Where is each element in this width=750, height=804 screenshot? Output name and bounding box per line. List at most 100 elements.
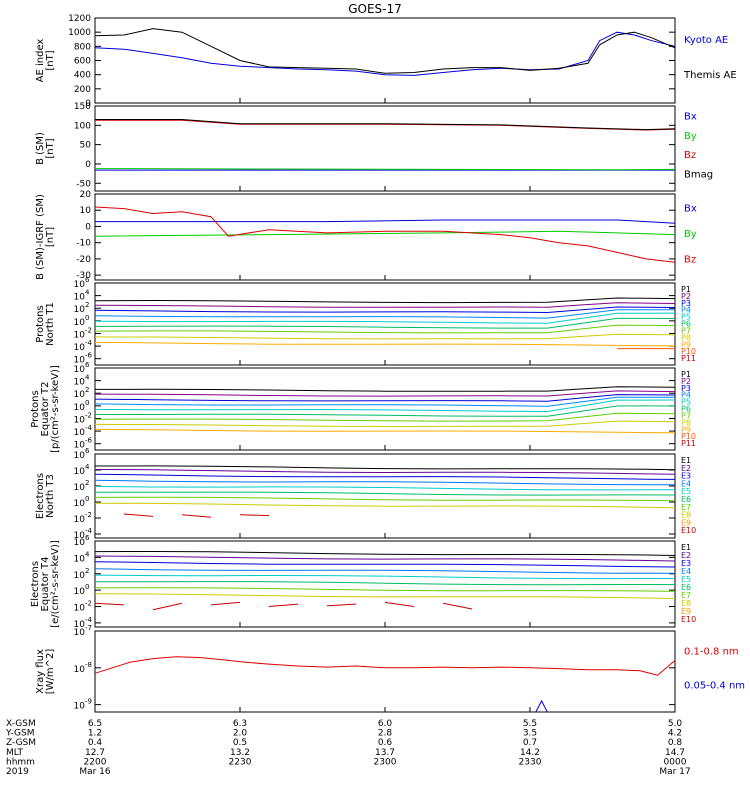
ae-legend-item: Kyoto AE bbox=[684, 35, 728, 46]
axis-table-value: 2.0 bbox=[233, 729, 248, 739]
bigrf-series-bx bbox=[95, 219, 676, 224]
prot_e-tick-label-exp: 2 bbox=[85, 386, 89, 394]
elec_n-channel-5 bbox=[94, 486, 676, 491]
elec_n-channel-7 bbox=[94, 496, 676, 502]
bigrf-legend-item: By bbox=[684, 229, 697, 240]
elec_n-channel-e9-segment bbox=[123, 513, 154, 517]
elec_n-tick-label: 10 bbox=[74, 467, 86, 477]
prot_e-tick-label: 10 bbox=[74, 428, 86, 438]
prot_e-channel-1 bbox=[94, 386, 676, 392]
elec_e-channel-6 bbox=[95, 581, 676, 586]
ae-tick-label: 1000 bbox=[68, 28, 91, 38]
elec_n-tick-label-exp: 6 bbox=[85, 447, 90, 455]
bsm-tick-label: 0 bbox=[85, 160, 91, 170]
prot_n-tick-label: 10 bbox=[74, 280, 86, 290]
prot_e-legend-item: P7 bbox=[681, 411, 691, 420]
prot_n-legend-item: P10 bbox=[681, 347, 696, 356]
prot_e-tick-label-exp: 0 bbox=[85, 399, 89, 407]
elec_n-channel-2 bbox=[94, 469, 676, 475]
xray-tick-label-exp: -9 bbox=[85, 698, 92, 706]
axis-table-value: 0.5 bbox=[233, 738, 247, 748]
elec_n-legend-item: E3 bbox=[681, 472, 691, 481]
prot_n-channel-6 bbox=[94, 317, 676, 329]
prot_e-frame bbox=[94, 367, 676, 451]
elec_e-tick-label-exp: 0 bbox=[85, 583, 89, 591]
prot_e-legend-item: P9 bbox=[681, 425, 691, 434]
elec_e-channel-e9-segment bbox=[210, 601, 241, 606]
prot_n-tick-label: 10 bbox=[74, 293, 86, 303]
prot_e-ylabel: [p/(cm²-s-sr-keV)] bbox=[50, 365, 61, 453]
ae-legend-item: Themis AE bbox=[683, 70, 737, 81]
prot_e-channel-8 bbox=[94, 420, 676, 428]
elec_e-channel-e9-segment bbox=[442, 602, 473, 610]
elec_n-tick-label: 10 bbox=[74, 531, 86, 541]
prot_e-channel-6 bbox=[95, 405, 676, 417]
bigrf-ylabel: [nT] bbox=[45, 227, 56, 247]
axis-table-value: 1.2 bbox=[88, 729, 102, 739]
bigrf-tick-label: 0 bbox=[85, 222, 91, 232]
xray-ylabel: [W/m^2] bbox=[45, 649, 56, 695]
prot_n-legend-item: P6 bbox=[681, 320, 691, 329]
xray-ylabel: Xray flux bbox=[35, 649, 46, 694]
axis-table-value: 14.2 bbox=[520, 748, 540, 758]
elec_n-tick-label-exp: -2 bbox=[85, 511, 92, 519]
elec_e-channel-5 bbox=[94, 574, 676, 580]
prot_e-channel-5 bbox=[94, 399, 676, 413]
elec_e-legend-item: E6 bbox=[681, 583, 691, 592]
elec_n-legend-item: E7 bbox=[681, 503, 691, 512]
elec_n-legend-item: E5 bbox=[681, 487, 691, 496]
axis-table-value: 13.7 bbox=[375, 748, 395, 758]
elec_n-channel-1 bbox=[94, 465, 676, 471]
axis-table-value: 2200 bbox=[84, 757, 107, 767]
axis-table-value: 6.3 bbox=[233, 719, 247, 729]
prot_e-tick-label: 10 bbox=[74, 403, 86, 413]
plot-title: GOES-17 bbox=[348, 2, 402, 16]
elec_e-tick-label-exp: 4 bbox=[85, 550, 90, 558]
xray-tick-label: 10 bbox=[74, 702, 86, 712]
prot_e-ylabel: Protons bbox=[30, 390, 41, 427]
prot_e-legend-item: P6 bbox=[681, 405, 691, 414]
xray-legend-item: 0.1-0.8 nm bbox=[684, 647, 739, 658]
axis-table-value: 0000 bbox=[664, 757, 687, 767]
axis-table-value: 14.7 bbox=[665, 748, 685, 758]
prot_n-tick-label-exp: -6 bbox=[85, 352, 93, 360]
bsm-tick-label: 50 bbox=[80, 141, 92, 151]
prot_e-legend-item: P5 bbox=[681, 398, 691, 407]
prot_n-legend-item: P1 bbox=[681, 285, 691, 294]
ae-tick-label: 400 bbox=[74, 71, 91, 81]
elec_n-channel-6 bbox=[95, 491, 676, 496]
prot_n-channel-5 bbox=[94, 312, 676, 324]
axis-table-label: MLT bbox=[6, 748, 24, 758]
ae-tick-label: 800 bbox=[74, 42, 91, 52]
elec_n-legend-item: E6 bbox=[681, 495, 691, 504]
axis-table-value: 13.2 bbox=[230, 748, 250, 758]
bsm-frame bbox=[94, 105, 676, 192]
xray-series-0-05-0-4-nm bbox=[535, 699, 548, 713]
prot_e-tick-label-exp: -2 bbox=[85, 411, 92, 419]
axis-table-value: 5.0 bbox=[668, 719, 683, 729]
ae-tick-label: 200 bbox=[74, 85, 91, 95]
ae-tick-label: 1200 bbox=[68, 14, 91, 24]
panel-elec_n: Electrons North T3 bbox=[35, 453, 676, 539]
elec_e-ylabel: Electrons bbox=[30, 561, 41, 607]
prot_n-legend-item: P4 bbox=[681, 306, 691, 315]
prot_n-channel-9 bbox=[94, 341, 676, 347]
prot_n-tick-label-exp: 0 bbox=[85, 314, 89, 322]
elec_n-legend-item: E2 bbox=[681, 464, 691, 473]
bigrf-tick-label: -20 bbox=[76, 255, 91, 265]
axis-table-value: 6.0 bbox=[378, 719, 393, 729]
elec_e-channel-1 bbox=[94, 550, 676, 556]
elec_e-channel-8 bbox=[94, 593, 676, 599]
prot_n-legend-item: P5 bbox=[681, 313, 691, 322]
elec_n-channel-e9-segment bbox=[239, 514, 270, 517]
axis-table-value: 0.6 bbox=[378, 738, 393, 748]
elec_n-ylabel: North T3 bbox=[45, 474, 56, 518]
elec_e-channel-e9-segment bbox=[268, 603, 299, 608]
axis-table-label: hhmm bbox=[6, 757, 35, 767]
axis-table-value: Mar 17 bbox=[659, 767, 690, 777]
elec_n-channel-3 bbox=[94, 473, 676, 480]
axis-table-value: 2230 bbox=[229, 757, 252, 767]
prot_n-tick-label-exp: -4 bbox=[85, 339, 93, 347]
bigrf-legend-item: Bz bbox=[684, 254, 696, 265]
